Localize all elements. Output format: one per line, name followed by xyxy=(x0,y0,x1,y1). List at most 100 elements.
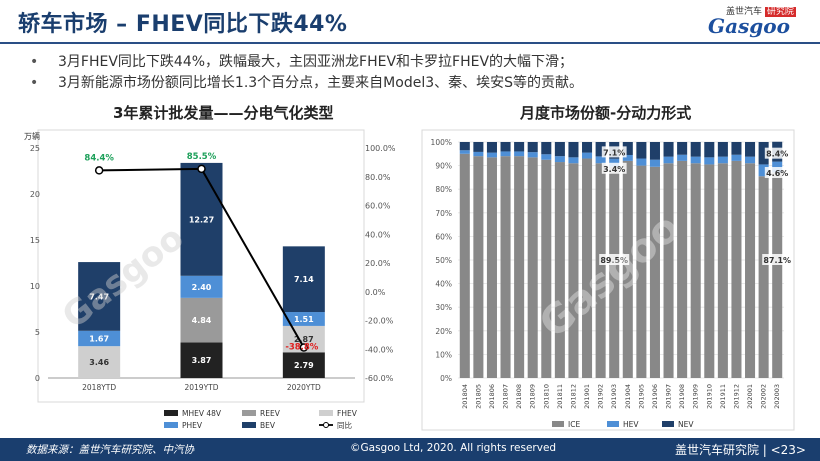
bar-segment xyxy=(649,142,660,160)
bar-segment xyxy=(745,156,756,164)
bar-segment xyxy=(473,151,484,157)
bar-data-label: 1.67 xyxy=(89,334,109,343)
bar-data-label: 1.51 xyxy=(294,315,314,324)
x-tick-label: 201902 xyxy=(597,384,605,409)
y-tick-label: 50% xyxy=(435,256,452,265)
bar-segment xyxy=(690,156,701,164)
bar-segment xyxy=(609,166,620,378)
bar-segment xyxy=(731,160,742,378)
legend-label: BEV xyxy=(260,421,276,430)
bar-segment xyxy=(180,297,223,343)
y2-tick-label: -60.0% xyxy=(365,374,394,383)
x-tick-label: 201812 xyxy=(569,384,577,409)
x-tick-label: 201911 xyxy=(719,384,727,409)
y-tick-label: 20% xyxy=(435,327,452,336)
bar-data-label: 3.46 xyxy=(89,358,109,367)
yoy-point xyxy=(94,166,104,175)
data-label-bg xyxy=(601,162,627,174)
y-tick-label: 15 xyxy=(30,236,40,245)
x-tick-label: 202002 xyxy=(760,384,768,409)
x-tick-label: 201808 xyxy=(515,384,523,409)
bar-segment xyxy=(282,312,325,326)
bar-data-label: 2.40 xyxy=(192,283,212,292)
data-label: 7.1% xyxy=(603,148,625,157)
bar-segment xyxy=(717,156,728,164)
data-label-bg xyxy=(764,167,790,179)
bar-segment xyxy=(649,159,660,167)
x-tick-label: 201901 xyxy=(583,384,591,409)
bar-segment xyxy=(731,142,742,155)
y-tick-label: 25 xyxy=(30,144,40,153)
yoy-label: 85.5% xyxy=(187,152,217,162)
bar-segment xyxy=(622,154,633,161)
y-tick-label: 100% xyxy=(431,138,452,147)
bar-segment xyxy=(595,163,606,378)
data-label-bg xyxy=(762,254,793,265)
bar-segment xyxy=(636,165,647,378)
bar-segment xyxy=(527,142,538,153)
x-tick-label: 2018YTD xyxy=(82,383,116,392)
bar-segment xyxy=(568,157,579,164)
bar-segment xyxy=(745,163,756,378)
x-tick-label: 202003 xyxy=(773,384,781,409)
bar-segment xyxy=(459,150,470,154)
bar-segment xyxy=(663,142,674,157)
bar-segment xyxy=(541,159,552,378)
data-label-bg xyxy=(601,146,627,158)
yoy-point xyxy=(197,164,206,174)
x-tick-label: 201809 xyxy=(529,384,537,409)
footer-source: 数据来源：盖世汽车研究院、中汽协 xyxy=(26,444,194,456)
bar-segment xyxy=(731,154,742,161)
legend-label: ICE xyxy=(568,420,580,429)
data-label: 87.1% xyxy=(763,256,791,265)
legend-label: FHEV xyxy=(337,409,358,418)
bar-data-label: 7.14 xyxy=(294,275,314,284)
bar-segment xyxy=(582,142,593,153)
y-tick-label: 20 xyxy=(30,190,40,199)
bar-segment xyxy=(745,142,756,157)
y-tick-label: 30% xyxy=(435,303,452,312)
y2-tick-label: 40.0% xyxy=(365,230,391,239)
data-label-bg xyxy=(764,147,790,159)
x-tick-label: 201806 xyxy=(488,384,496,409)
legend-swatch xyxy=(552,421,564,427)
y-tick-label: 0% xyxy=(440,374,452,383)
legend-swatch xyxy=(662,421,674,427)
bar-segment xyxy=(636,142,647,159)
bar-segment xyxy=(282,352,325,378)
bar-segment xyxy=(677,142,688,155)
bar-segment xyxy=(514,151,525,157)
bar-segment xyxy=(582,158,593,378)
x-tick-label: 201804 xyxy=(461,384,469,409)
left-stacked-bar-chart: 0 5 10 15 20 25 万辆 -60.0% -40.0% -20.0% 0.0% 20.0% 4… xyxy=(24,129,396,430)
legend-swatch xyxy=(607,421,619,427)
data-label: 8.4% xyxy=(766,150,788,159)
bar-segment xyxy=(554,156,565,163)
bar-segment xyxy=(717,142,728,157)
bar-segment xyxy=(180,162,223,276)
bar-segment xyxy=(690,163,701,378)
bar-segment xyxy=(704,157,715,165)
bar-segment xyxy=(568,142,579,158)
bar-data-label: 4.84 xyxy=(192,316,212,325)
x-tick-label: 2019YTD xyxy=(184,383,218,392)
y-tick-label: 10% xyxy=(435,350,452,359)
bar-segment xyxy=(758,176,769,378)
y-tick-label: 70% xyxy=(435,209,452,218)
y-tick-label: 60% xyxy=(435,232,452,241)
bar-segment xyxy=(568,163,579,378)
bar-segment xyxy=(78,346,121,378)
summary-bullets: 3月FHEV同比下跌44%，跌幅最大，主因亚洲龙FHEV和卡罗拉FHEV的大幅下… xyxy=(30,52,583,94)
bar-data-label: 2.79 xyxy=(294,361,314,370)
y2-tick-label: -20.0% xyxy=(365,317,394,326)
y-tick-label: 5 xyxy=(35,328,40,337)
y-tick-label: 90% xyxy=(435,162,452,171)
x-tick-label: 201908 xyxy=(678,384,686,409)
bar-segment xyxy=(704,164,715,378)
right-percent-bar-chart: 0% 10% 20% 30% 40% 50% 60% 70% 80% 90% 100% 201804 2… xyxy=(421,129,795,431)
x-tick-label: 202001 xyxy=(746,384,754,409)
y2-tick-label: 80.0% xyxy=(365,173,391,182)
legend-label: NEV xyxy=(678,420,694,429)
footer-bar: 数据来源：盖世汽车研究院、中汽协 ©Gasgoo Ltd, 2020. All … xyxy=(0,438,820,461)
x-tick-label: 201903 xyxy=(610,384,618,409)
